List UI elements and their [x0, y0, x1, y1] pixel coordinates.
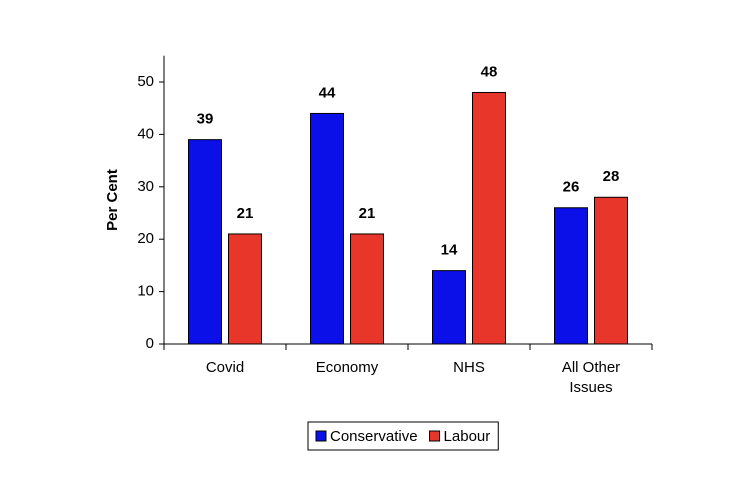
- bar: [228, 233, 262, 345]
- y-tick-label: 20: [137, 230, 154, 247]
- x-tick-label: All Other Issues: [561, 359, 621, 396]
- legend-label: Labour: [444, 428, 491, 445]
- legend-swatch: [315, 430, 327, 442]
- bar: [432, 270, 466, 345]
- y-tick-label: 50: [137, 73, 154, 90]
- legend-label: Conservative: [330, 428, 418, 445]
- bar: [188, 139, 222, 345]
- y-tick-label: 10: [137, 283, 154, 300]
- bar: [554, 207, 588, 345]
- x-tick-label: NHS: [453, 359, 485, 376]
- bar: [310, 112, 344, 345]
- value-label: 44: [319, 84, 336, 101]
- y-tick-label: 40: [137, 125, 154, 142]
- value-label: 26: [563, 179, 580, 196]
- value-label: 21: [359, 205, 376, 222]
- value-label: 21: [237, 205, 254, 222]
- legend-box: [307, 421, 499, 451]
- value-label: 48: [481, 63, 498, 80]
- bar: [472, 91, 506, 345]
- bar: [594, 196, 628, 345]
- x-tick-label: Economy: [315, 359, 379, 376]
- bar: [350, 233, 384, 345]
- value-label: 28: [603, 168, 620, 185]
- value-label: 39: [197, 111, 214, 128]
- legend-swatch: [429, 430, 441, 442]
- value-label: 14: [441, 242, 458, 259]
- y-tick-label: 0: [146, 335, 154, 352]
- y-axis-label: Per Cent: [104, 169, 121, 231]
- x-tick-label: Covid: [205, 359, 245, 376]
- y-tick-label: 30: [137, 178, 154, 195]
